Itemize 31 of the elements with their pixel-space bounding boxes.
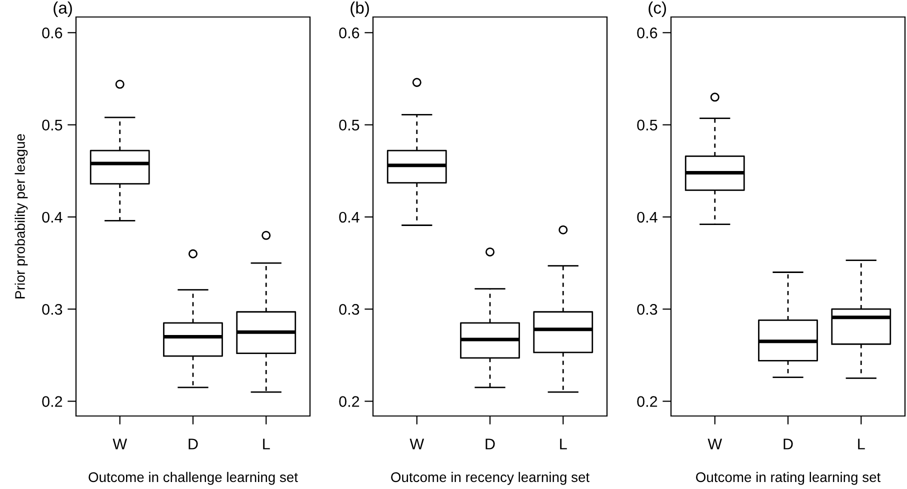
x-axis-title: Outcome in recency learning set — [391, 472, 590, 485]
x-tick-label: D — [486, 438, 495, 450]
y-tick-label: 0.6 — [42, 28, 62, 38]
y-tick-label: 0.2 — [42, 396, 62, 407]
x-axis-title: Outcome in rating learning set — [696, 472, 881, 485]
x-tick-label: W — [112, 438, 128, 450]
y-axis-title: Prior probability per league — [14, 134, 28, 298]
x-tick-label: D — [188, 438, 198, 450]
chart-title: (a) — [54, 1, 72, 17]
y-tick-label: 0.2 — [637, 396, 658, 407]
x-tick-label: L — [263, 438, 270, 450]
y-tick-label: 0.3 — [42, 304, 62, 315]
y-tick-label: 0.4 — [637, 212, 658, 223]
y-tick-label: 0.4 — [42, 212, 62, 223]
x-axis-title: Outcome in challenge learning set — [88, 472, 298, 485]
y-tick-label: 0.5 — [42, 120, 62, 130]
x-tick-label: D — [784, 438, 793, 450]
x-tick-label: L — [858, 438, 865, 450]
y-tick-label: 0.6 — [637, 28, 658, 38]
y-tick-label: 0.6 — [339, 28, 360, 38]
chart-title: (c) — [648, 1, 666, 17]
y-tick-label: 0.5 — [637, 120, 658, 130]
chart-title: (b) — [350, 1, 369, 17]
x-tick-label: W — [410, 438, 424, 450]
x-tick-label: W — [708, 438, 722, 450]
y-tick-label: 0.2 — [339, 396, 360, 407]
y-tick-label: 0.5 — [339, 120, 360, 130]
y-tick-label: 0.3 — [637, 304, 658, 315]
x-tick-label: L — [560, 438, 567, 450]
y-tick-label: 0.4 — [339, 212, 360, 223]
y-tick-label: 0.3 — [339, 304, 360, 315]
